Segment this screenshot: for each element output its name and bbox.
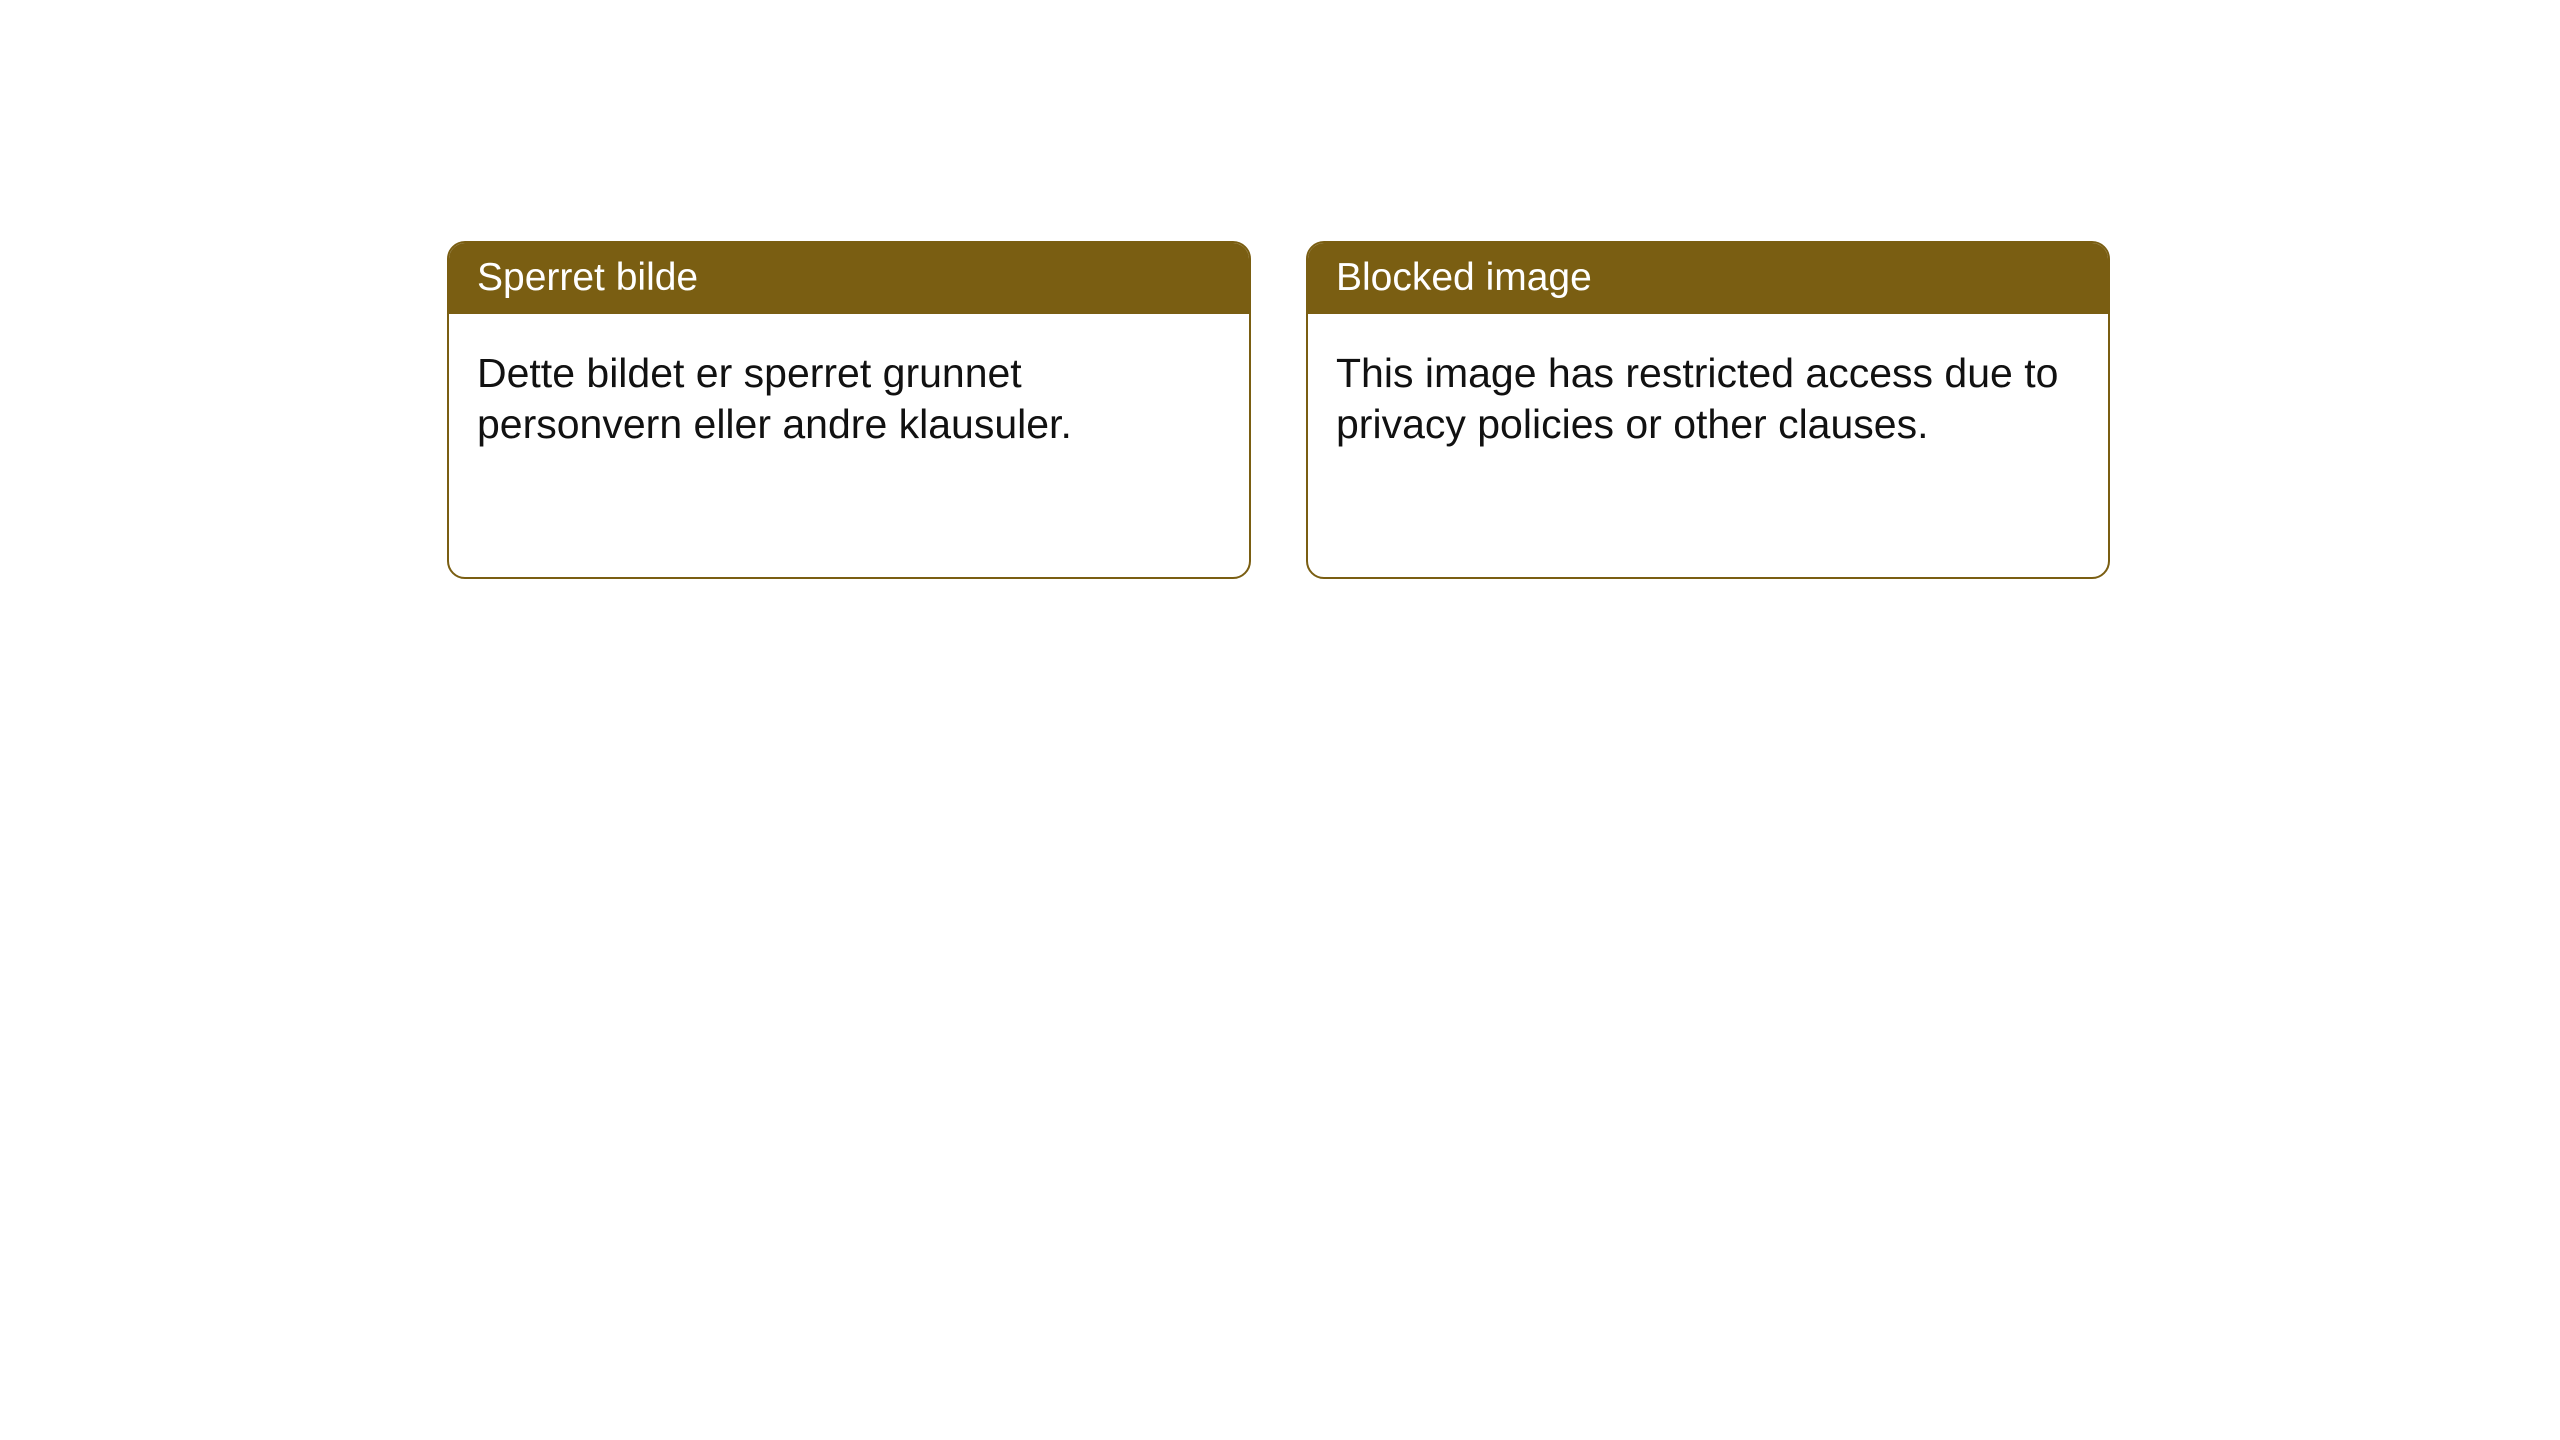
notice-card-norwegian: Sperret bilde Dette bildet er sperret gr…: [447, 241, 1251, 579]
notice-container: Sperret bilde Dette bildet er sperret gr…: [447, 241, 2110, 579]
notice-card-english: Blocked image This image has restricted …: [1306, 241, 2110, 579]
notice-body-norwegian: Dette bildet er sperret grunnet personve…: [449, 314, 1249, 485]
notice-body-english: This image has restricted access due to …: [1308, 314, 2108, 485]
notice-header-norwegian: Sperret bilde: [449, 243, 1249, 314]
notice-header-english: Blocked image: [1308, 243, 2108, 314]
